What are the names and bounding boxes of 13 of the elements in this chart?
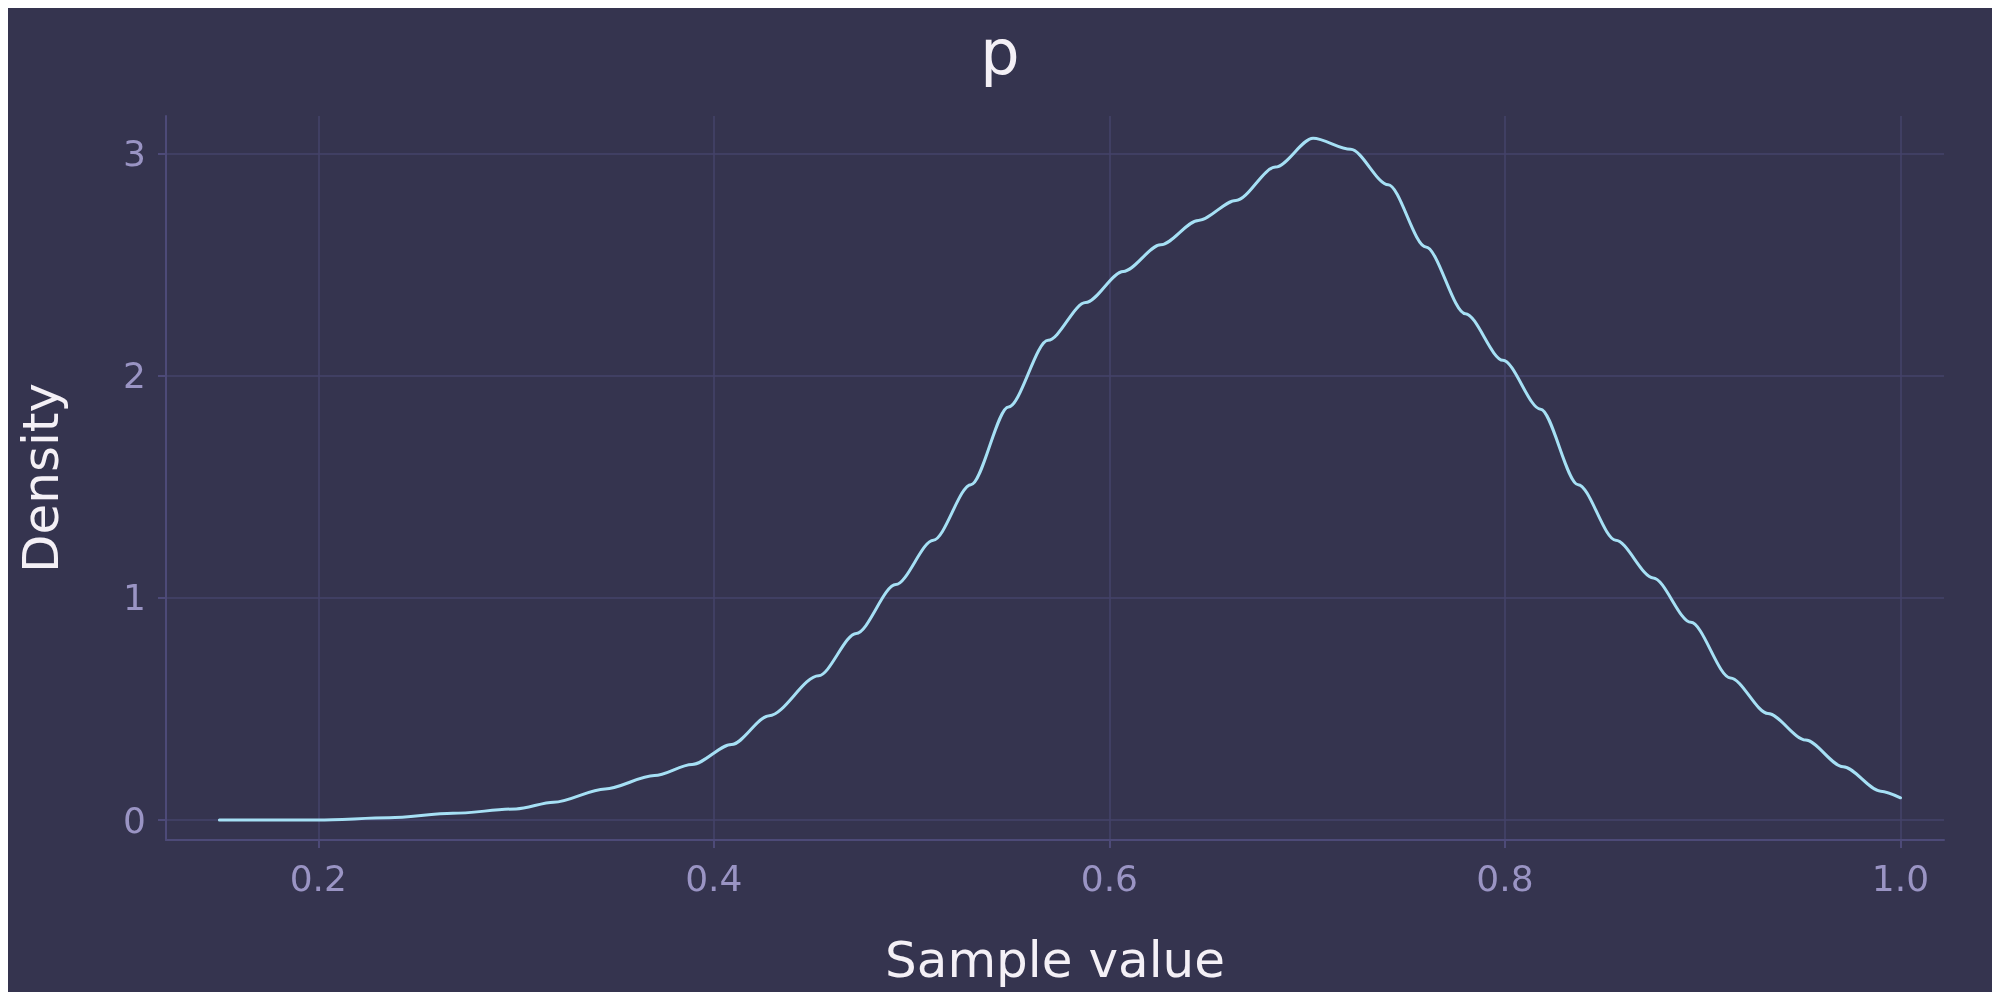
- x-tick-label: 0.2: [289, 857, 347, 899]
- line-series: [217, 136, 1902, 822]
- y-tick-label: 0: [123, 799, 146, 841]
- x-axis-title: Sample value: [885, 931, 1225, 989]
- x-tick-label: 0.4: [685, 857, 743, 899]
- x-tick-label: 1.0: [1871, 857, 1930, 899]
- y-axis-title: Density: [12, 382, 70, 574]
- chart-title: p: [980, 15, 1020, 89]
- x-tick-label: 0.6: [1080, 857, 1139, 899]
- y-tick-label: 1: [123, 577, 146, 619]
- y-tick-label: 2: [123, 355, 146, 397]
- y-tick-label: 3: [123, 133, 146, 175]
- x-tick-label: 0.8: [1476, 857, 1534, 899]
